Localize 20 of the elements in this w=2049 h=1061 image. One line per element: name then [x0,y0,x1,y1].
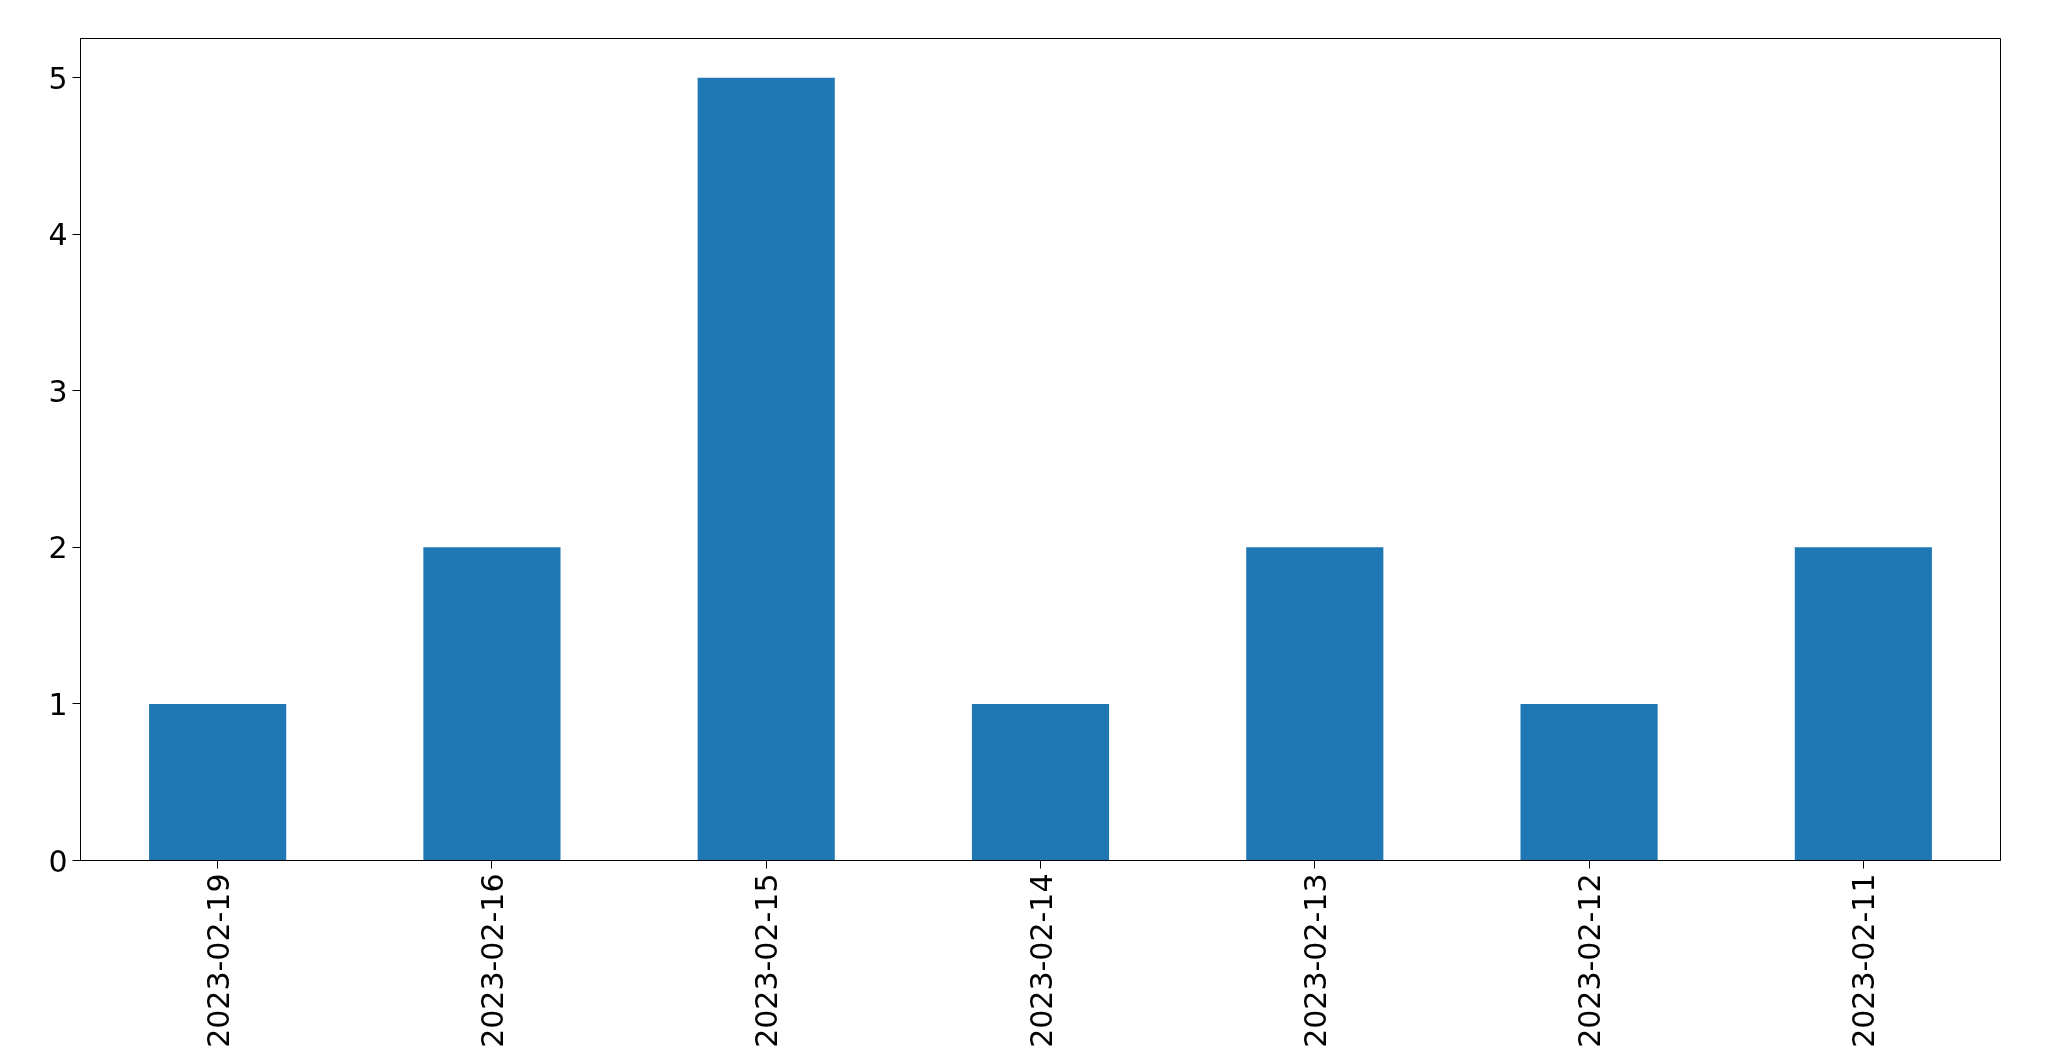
y-tick-label: 2 [48,530,68,566]
x-tick-label: 2023-02-11 [1846,873,1882,1048]
bar [1520,703,1658,861]
x-tick-label: 2023-02-15 [749,873,785,1048]
y-tick-label: 0 [48,843,68,879]
x-tick-label: 2023-02-12 [1572,873,1608,1048]
x-tick-label: 2023-02-19 [200,873,236,1048]
bar [149,703,287,861]
y-tick-label: 5 [48,60,68,96]
x-tick-label: 2023-02-16 [474,873,510,1048]
y-tick-label: 4 [48,217,68,253]
bar [697,77,835,861]
bar [1246,547,1384,861]
bar [971,703,1110,861]
bar [1794,547,1932,861]
y-tick-label: 1 [48,686,68,722]
y-tick-label: 3 [48,373,68,409]
x-tick-label: 2023-02-13 [1297,873,1333,1048]
bar [423,547,561,861]
x-tick-label: 2023-02-14 [1023,873,1059,1048]
